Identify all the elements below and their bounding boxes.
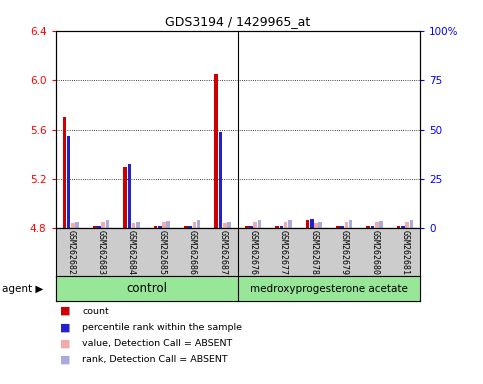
Bar [106, 220, 109, 228]
Bar [123, 167, 127, 228]
Bar [227, 222, 231, 228]
Bar [154, 226, 157, 228]
Bar [249, 226, 253, 228]
Bar [341, 226, 344, 228]
Bar [310, 218, 313, 228]
Text: control: control [126, 283, 167, 295]
Text: ■: ■ [60, 306, 71, 316]
Bar [288, 220, 292, 228]
Text: GSM262677: GSM262677 [279, 230, 288, 275]
Text: ■: ■ [60, 338, 71, 348]
Bar [280, 226, 283, 228]
Bar [318, 222, 322, 228]
Bar [75, 222, 79, 228]
Bar [405, 222, 409, 228]
Text: GSM262682: GSM262682 [66, 230, 75, 275]
Bar [379, 221, 383, 228]
Bar [219, 132, 222, 228]
Text: rank, Detection Call = ABSENT: rank, Detection Call = ABSENT [82, 355, 228, 364]
Text: GSM262680: GSM262680 [370, 230, 379, 275]
Bar [306, 220, 309, 228]
Text: value, Detection Call = ABSENT: value, Detection Call = ABSENT [82, 339, 232, 348]
Bar [238, 276, 420, 301]
Bar [397, 226, 400, 228]
Bar [62, 117, 66, 228]
Bar [184, 226, 188, 228]
Text: GSM262681: GSM262681 [400, 230, 410, 275]
Bar [314, 223, 318, 228]
Bar [56, 276, 238, 301]
Bar [254, 222, 257, 228]
Text: medroxyprogesterone acetate: medroxyprogesterone acetate [250, 284, 408, 294]
Text: ■: ■ [60, 354, 71, 364]
Bar [97, 226, 101, 228]
Text: GSM262683: GSM262683 [97, 230, 106, 275]
Bar [158, 226, 162, 228]
Title: GDS3194 / 1429965_at: GDS3194 / 1429965_at [165, 15, 311, 28]
Text: ■: ■ [60, 322, 71, 332]
Text: agent ▶: agent ▶ [2, 284, 44, 294]
Bar [284, 222, 287, 228]
Bar [132, 223, 135, 228]
Bar [214, 74, 218, 228]
Text: GSM262687: GSM262687 [218, 230, 227, 275]
Bar [375, 222, 379, 228]
Bar [367, 226, 370, 228]
Bar [344, 222, 348, 228]
Bar [101, 222, 105, 228]
Bar [410, 220, 413, 228]
Text: GSM262685: GSM262685 [157, 230, 167, 275]
Bar [162, 222, 166, 228]
Bar [193, 222, 196, 228]
Bar [401, 226, 405, 228]
Bar [275, 226, 279, 228]
Text: GSM262679: GSM262679 [340, 230, 349, 275]
Bar [245, 226, 249, 228]
Bar [136, 222, 140, 228]
Text: GSM262686: GSM262686 [188, 230, 197, 275]
Bar [188, 226, 192, 228]
Bar [197, 220, 200, 228]
Bar [349, 220, 353, 228]
Bar [71, 223, 75, 228]
Text: count: count [82, 306, 109, 316]
Text: GSM262684: GSM262684 [127, 230, 136, 275]
Bar [167, 221, 170, 228]
Bar [223, 223, 227, 228]
Text: GSM262676: GSM262676 [249, 230, 257, 275]
Bar [257, 220, 261, 228]
Bar [67, 136, 71, 228]
Bar [128, 164, 131, 228]
Text: percentile rank within the sample: percentile rank within the sample [82, 323, 242, 332]
Bar [336, 226, 340, 228]
Text: GSM262678: GSM262678 [309, 230, 318, 275]
Bar [93, 226, 97, 228]
Bar [370, 226, 374, 228]
